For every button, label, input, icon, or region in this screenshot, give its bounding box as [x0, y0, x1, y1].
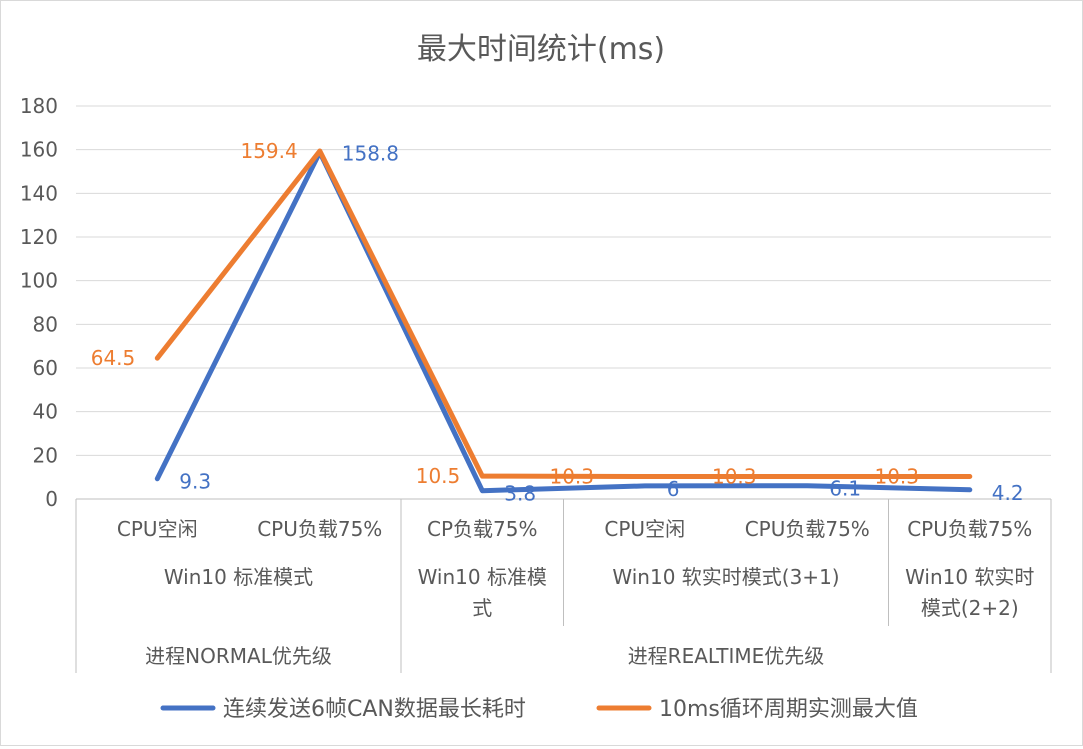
category-label: CPU负载75% [745, 517, 870, 541]
y-tick-label: 160 [20, 138, 58, 162]
data-label: 159.4 [240, 139, 297, 163]
data-label: 10.3 [874, 465, 919, 489]
y-tick-label: 20 [33, 443, 58, 467]
legend: 连续发送6帧CAN数据最长耗时 10ms循环周期实测最大值 [160, 697, 918, 722]
y-tick-label: 40 [33, 400, 58, 424]
y-tick-label: 60 [33, 356, 58, 380]
series-line-1 [154, 149, 973, 494]
data-label: 6.1 [829, 477, 861, 501]
y-tick-label: 100 [20, 269, 58, 293]
category-label: CP负载75% [427, 517, 537, 541]
group-label: Win10 软实时模式(3+1) [612, 565, 839, 589]
data-label: 10.3 [712, 465, 757, 489]
category-label: CPU负载75% [907, 517, 1032, 541]
legend-label: 连续发送6帧CAN数据最长耗时 [223, 697, 526, 722]
y-tick-label: 0 [45, 487, 58, 511]
data-label: 3.8 [504, 482, 536, 506]
data-label: 158.8 [342, 141, 399, 165]
y-tick-label: 80 [33, 312, 58, 336]
chart-title: 最大时间统计(ms) [417, 32, 665, 67]
category-label: CPU负载75% [257, 517, 382, 541]
data-label: 4.2 [992, 481, 1024, 505]
gridlines [76, 105, 1051, 500]
x-axis: CPU空闲 CPU负载75% CP负载75% CPU空闲 CPU负载75% CPU负载75… [75, 499, 1052, 673]
legend-item: 连续发送6帧CAN数据最长耗时 [160, 697, 526, 722]
priority-group-label: 进程REALTIME优先级 [628, 644, 825, 668]
series-lines [154, 148, 973, 494]
group-label: Win10 标准模式 [164, 565, 313, 589]
category-label: CPU空闲 [117, 517, 198, 541]
group-label: Win10 软实时 [905, 565, 1034, 589]
y-tick-label: 120 [20, 225, 58, 249]
legend-label: 10ms循环周期实测最大值 [659, 697, 918, 722]
data-label: 6 [667, 477, 680, 501]
group-label: 模式(2+2) [921, 596, 1019, 620]
data-label: 10.5 [416, 464, 461, 488]
y-tick-label: 180 [20, 94, 58, 118]
data-label: 64.5 [91, 346, 136, 370]
priority-group-label: 进程NORMAL优先级 [145, 644, 332, 668]
data-labels: 9.3 158.8 3.8 6 6.1 4.2 64.5 159.4 10.5 10.3 10.3 1… [91, 139, 1024, 506]
group-label: Win10 标准模 [418, 565, 547, 589]
group-label: 式 [472, 596, 492, 620]
category-label: CPU空闲 [604, 517, 685, 541]
data-label: 10.3 [549, 465, 594, 489]
y-tick-label: 140 [20, 181, 58, 205]
legend-item: 10ms循环周期实测最大值 [596, 697, 918, 722]
y-axis: 0 20 40 60 80 100 120 140 160 180 [20, 94, 58, 511]
data-label: 9.3 [179, 470, 211, 494]
series-line-2 [154, 148, 973, 479]
